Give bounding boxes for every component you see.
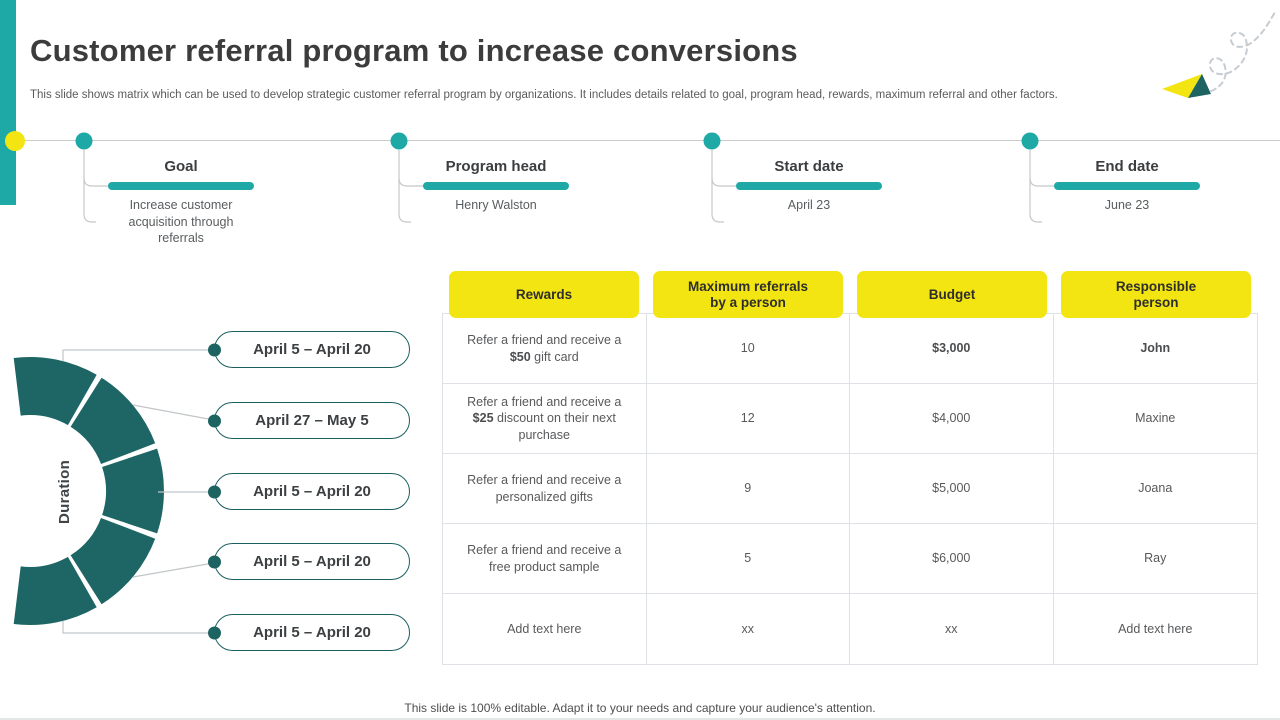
- timeline-item-label: Goal: [164, 158, 198, 175]
- table-body: Refer a friend and receive a $50 gift ca…: [442, 313, 1258, 665]
- timeline-underline-bar: [108, 182, 254, 190]
- max-referrals-cell: xx: [647, 594, 850, 664]
- timeline-item-program-head: Program head Henry Walston: [390, 131, 629, 261]
- timeline-node-dot: [1021, 132, 1039, 150]
- duration-axis-label: Duration: [56, 459, 73, 525]
- page-title: Customer referral program to increase co…: [30, 33, 798, 68]
- left-accent-bar: [0, 0, 16, 205]
- pill-dot-icon: [208, 485, 221, 498]
- pill-dot-icon: [208, 626, 221, 639]
- reward-cell: Refer a friend and receive a personalize…: [443, 454, 647, 524]
- timeline-line: [10, 140, 1280, 141]
- pill-label: April 5 – April 20: [253, 553, 371, 570]
- pill-dot-icon: [208, 414, 221, 427]
- duration-pill: April 5 – April 20: [208, 473, 410, 510]
- table-header-max-referrals: Maximum referrals by a person: [646, 269, 850, 318]
- timeline-item-value: Increase customer acquisition through re…: [128, 198, 234, 245]
- donut-segment-1: [13, 357, 97, 426]
- timeline-item-label: Program head: [445, 158, 547, 175]
- timeline-connector: [390, 132, 423, 223]
- person-cell: Maxine: [1053, 384, 1257, 454]
- timeline-connector: [1021, 132, 1054, 223]
- plane-underside: [1188, 74, 1211, 98]
- timeline-item-value: Henry Walston: [455, 198, 537, 212]
- max-referrals-cell: 12: [646, 384, 850, 454]
- person-cell: Joana: [1053, 454, 1257, 524]
- table-header-rewards: Rewards: [442, 269, 646, 318]
- person-cell: Ray: [1053, 524, 1257, 594]
- table-header-responsible-person: Responsible person: [1054, 269, 1258, 318]
- timeline-underline-bar: [736, 182, 882, 190]
- budget-cell: $5,000: [850, 454, 1054, 524]
- pill-dot-icon: [208, 555, 221, 568]
- duration-pill: April 5 – April 20: [208, 331, 410, 368]
- timeline-node-dot: [390, 132, 408, 150]
- timeline-underline-bar: [1054, 182, 1200, 190]
- donut-segment-3: [102, 448, 164, 534]
- plane-body: [1162, 74, 1202, 98]
- dashed-trail: [1201, 11, 1276, 95]
- duration-pill: April 27 – May 5: [208, 402, 410, 439]
- timeline-node-dot: [703, 132, 721, 150]
- footer-note: This slide is 100% editable. Adapt it to…: [404, 701, 876, 715]
- table-header-budget: Budget: [850, 269, 1054, 318]
- timeline-item-goal: Goal Increase customer acquisition throu…: [75, 131, 314, 261]
- person-cell: John: [1053, 314, 1257, 384]
- pill-label: April 27 – May 5: [255, 412, 369, 429]
- max-referrals-cell: 9: [646, 454, 850, 524]
- donut-segment-5: [13, 556, 97, 625]
- timeline-underline-bar: [423, 182, 569, 190]
- pill-label: April 5 – April 20: [253, 624, 371, 641]
- timeline-item-label: End date: [1095, 158, 1159, 175]
- timeline-connector: [75, 132, 108, 223]
- timeline-item-label: Start date: [774, 158, 844, 175]
- reward-cell: Refer a friend and receive a $50 gift ca…: [443, 314, 647, 384]
- pill-dot-icon: [208, 343, 221, 356]
- max-referrals-cell: 10: [646, 314, 850, 384]
- budget-cell: $3,000: [850, 314, 1054, 384]
- timeline-start-dot: [5, 131, 25, 151]
- budget-cell: $4,000: [850, 384, 1054, 454]
- reward-cell: Refer a friend and receive a $25 discoun…: [443, 384, 647, 454]
- max-referrals-cell: 5: [646, 524, 850, 594]
- table-header-row: Rewards Maximum referrals by a person Bu…: [442, 269, 1258, 318]
- budget-cell: $6,000: [850, 524, 1054, 594]
- timeline-item-start-date: Start date April 23: [703, 131, 942, 261]
- reward-cell: Add text here: [443, 594, 647, 664]
- donut-segment-4: [70, 518, 156, 605]
- reward-cell: Refer a friend and receive a free produc…: [443, 524, 647, 594]
- timeline-item-end-date: End date June 23: [1021, 131, 1260, 261]
- person-cell: Add text here: [1118, 621, 1193, 636]
- duration-pill: April 5 – April 20: [208, 543, 410, 580]
- slide-subtitle: This slide shows matrix which can be use…: [30, 89, 1058, 101]
- timeline-item-value: June 23: [1104, 198, 1150, 212]
- timeline-connector: [703, 132, 736, 223]
- pill-label: April 5 – April 20: [253, 341, 371, 358]
- timeline-node-dot: [75, 132, 93, 150]
- budget-cell: xx: [850, 594, 1054, 664]
- pill-label: April 5 – April 20: [253, 483, 371, 500]
- paper-plane-icon: [1162, 11, 1276, 98]
- duration-pill: April 5 – April 20: [208, 614, 410, 651]
- timeline-item-value: April 23: [787, 198, 831, 212]
- duration-donut-chart: [13, 357, 164, 625]
- donut-segment-2: [70, 377, 156, 464]
